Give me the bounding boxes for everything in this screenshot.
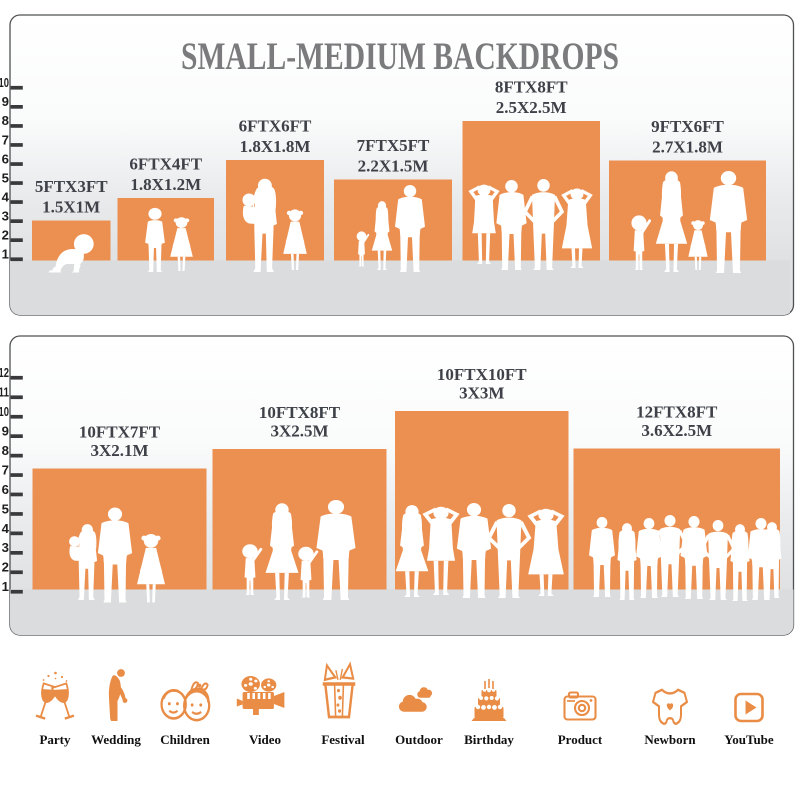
- svg-text:10: 10: [0, 75, 9, 90]
- svg-text:Party: Party: [39, 732, 71, 747]
- svg-text:3: 3: [2, 540, 9, 555]
- svg-text:6FTX4FT: 6FTX4FT: [129, 155, 202, 174]
- svg-text:6: 6: [2, 482, 9, 497]
- svg-text:1.8X1.2M: 1.8X1.2M: [130, 175, 201, 194]
- svg-text:9: 9: [2, 424, 9, 439]
- svg-text:SMALL-MEDIUM BACKDROPS: SMALL-MEDIUM BACKDROPS: [181, 35, 619, 78]
- svg-text:1.5X1M: 1.5X1M: [42, 198, 100, 217]
- svg-text:Festival: Festival: [321, 732, 365, 747]
- svg-text:7: 7: [2, 132, 9, 147]
- svg-text:2: 2: [2, 228, 9, 243]
- svg-text:2.5X2.5M: 2.5X2.5M: [496, 98, 567, 117]
- svg-text:1: 1: [2, 247, 9, 262]
- svg-text:1.8X1.8M: 1.8X1.8M: [240, 137, 311, 156]
- svg-text:10FTX10FT: 10FTX10FT: [437, 365, 527, 384]
- svg-text:Wedding: Wedding: [91, 732, 141, 747]
- svg-text:5FTX3FT: 5FTX3FT: [35, 177, 108, 196]
- svg-text:3.6X2.5M: 3.6X2.5M: [641, 421, 712, 440]
- svg-text:8: 8: [2, 443, 9, 458]
- svg-text:Children: Children: [160, 732, 210, 747]
- svg-text:3: 3: [2, 209, 9, 224]
- svg-text:4: 4: [2, 189, 10, 204]
- svg-text:10FTX8FT: 10FTX8FT: [259, 403, 341, 422]
- svg-text:Newborn: Newborn: [644, 732, 696, 747]
- svg-text:9FTX6FT: 9FTX6FT: [651, 117, 724, 136]
- svg-text:Video: Video: [249, 732, 281, 747]
- svg-text:12FTX8FT: 12FTX8FT: [636, 403, 718, 422]
- svg-text:10FTX7FT: 10FTX7FT: [79, 423, 161, 442]
- svg-text:10: 10: [0, 404, 9, 419]
- svg-text:3X2.5M: 3X2.5M: [270, 422, 328, 441]
- svg-text:7FTX5FT: 7FTX5FT: [357, 136, 430, 155]
- svg-text:7: 7: [2, 462, 9, 477]
- svg-text:Outdoor: Outdoor: [395, 732, 443, 747]
- svg-text:Product: Product: [558, 732, 603, 747]
- svg-text:2.2X1.5M: 2.2X1.5M: [358, 157, 429, 176]
- svg-text:Birthday: Birthday: [464, 732, 514, 747]
- svg-text:11: 11: [0, 385, 9, 400]
- svg-text:8: 8: [2, 113, 9, 128]
- svg-text:12: 12: [0, 365, 9, 380]
- svg-text:3X2.1M: 3X2.1M: [90, 441, 148, 460]
- svg-text:5: 5: [2, 170, 9, 185]
- svg-text:2: 2: [2, 560, 9, 575]
- svg-text:8FTX8FT: 8FTX8FT: [495, 78, 568, 97]
- svg-text:1: 1: [2, 579, 9, 594]
- svg-text:2.7X1.8M: 2.7X1.8M: [652, 138, 723, 157]
- svg-text:5: 5: [2, 501, 9, 516]
- svg-text:YouTube: YouTube: [724, 732, 774, 747]
- svg-text:6: 6: [2, 151, 9, 166]
- svg-text:9: 9: [2, 94, 9, 109]
- svg-text:3X3M: 3X3M: [459, 384, 504, 403]
- svg-text:4: 4: [2, 521, 10, 536]
- svg-text:6FTX6FT: 6FTX6FT: [239, 117, 312, 136]
